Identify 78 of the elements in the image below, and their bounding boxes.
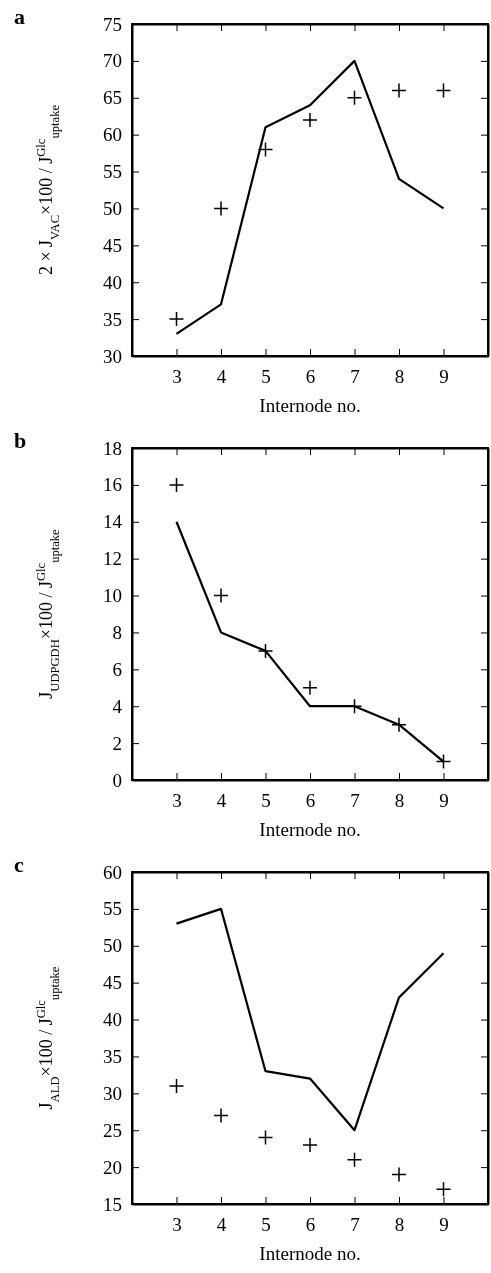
y-tick-label: 55 — [103, 898, 122, 920]
x-axis-title: Internode no. — [259, 395, 361, 416]
point — [391, 716, 407, 733]
y-tick-label: 55 — [103, 161, 122, 183]
chart-title: a — [14, 4, 25, 29]
x-tick-label: 7 — [350, 1214, 360, 1236]
x-tick-label: 8 — [394, 366, 405, 388]
x-tick-label: 7 — [350, 790, 360, 812]
x-tick-label: 6 — [305, 1214, 316, 1236]
y-tick-label: 45 — [103, 234, 122, 256]
x-tick-label: 5 — [261, 790, 271, 812]
y-tick-label: 65 — [103, 87, 122, 109]
point — [391, 82, 407, 99]
x-tick-label: 6 — [305, 366, 316, 388]
y-tick-label: 30 — [103, 345, 122, 367]
y-tick-label: 60 — [103, 124, 122, 146]
x-axis-title: Internode no. — [259, 1243, 361, 1264]
point — [213, 587, 229, 604]
x-tick-label: 9 — [439, 1214, 449, 1236]
y-tick-label: 35 — [103, 308, 122, 330]
y-tick-label: 0 — [112, 769, 122, 791]
y-tick-label: 14 — [103, 511, 123, 533]
y-tick-label: 40 — [103, 271, 122, 293]
point — [168, 311, 185, 327]
point — [257, 1129, 274, 1146]
point — [302, 680, 318, 696]
y-tick-label: 40 — [103, 1009, 122, 1031]
y-tick-label: 2 — [112, 732, 122, 754]
x-tick-label: 4 — [216, 366, 227, 388]
y-tick-label: 70 — [103, 50, 122, 72]
point — [435, 82, 452, 99]
chart-title: b — [14, 428, 27, 453]
y-tick-label: 8 — [112, 622, 122, 644]
y-tick-label: 50 — [103, 198, 122, 220]
x-tick-label: 6 — [305, 790, 316, 812]
chart-title: c — [14, 852, 24, 877]
point — [213, 1107, 229, 1124]
x-tick-label: 5 — [261, 1214, 271, 1236]
point — [213, 200, 229, 217]
point — [168, 1078, 185, 1094]
y-tick-label: 18 — [103, 437, 122, 459]
point — [302, 1137, 318, 1153]
line-series — [175, 59, 445, 335]
x-tick-label: 9 — [439, 790, 449, 812]
line-series — [175, 907, 445, 1132]
y-tick-label: 50 — [103, 935, 122, 957]
y-tick-label: 25 — [103, 1119, 122, 1141]
y-tick-label: 12 — [103, 548, 122, 570]
y-tick-label: 16 — [103, 474, 122, 496]
y-tick-label: 30 — [103, 1082, 122, 1104]
y-tick-label: 10 — [103, 585, 122, 607]
x-tick-label: 4 — [216, 1214, 227, 1236]
x-axis-title: Internode no. — [259, 819, 361, 840]
point — [257, 141, 274, 158]
x-tick-label: 8 — [394, 790, 405, 812]
y-tick-label: 75 — [103, 13, 122, 35]
y-tick-label: 6 — [112, 658, 122, 680]
x-tick-label: 3 — [172, 1214, 182, 1236]
y-tick-label: 20 — [103, 1156, 122, 1178]
point — [168, 477, 185, 493]
x-tick-label: 8 — [394, 1214, 405, 1236]
y-tick-label: 4 — [112, 695, 123, 717]
point — [257, 643, 274, 659]
point — [346, 90, 363, 106]
point — [302, 112, 318, 128]
x-tick-label: 9 — [439, 366, 449, 388]
x-tick-label: 4 — [216, 790, 227, 812]
x-tick-label: 5 — [261, 366, 271, 388]
y-tick-label: 15 — [103, 1193, 122, 1215]
x-tick-label: 3 — [172, 366, 182, 388]
x-tick-label: 7 — [350, 366, 360, 388]
x-tick-label: 3 — [172, 790, 182, 812]
point — [346, 1151, 363, 1168]
point — [391, 1166, 407, 1183]
y-tick-label: 35 — [103, 1046, 122, 1068]
y-tick-label: 60 — [103, 861, 122, 883]
point — [435, 753, 452, 770]
y-tick-label: 45 — [103, 972, 122, 994]
